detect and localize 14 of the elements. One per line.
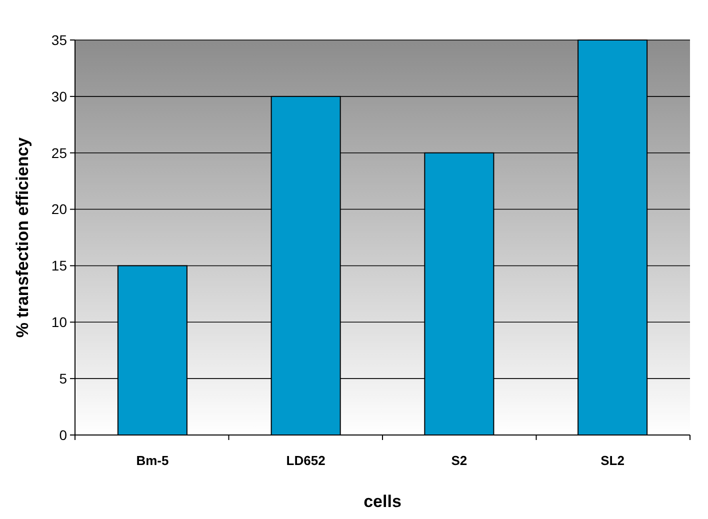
y-tick-label: 0 [59, 426, 68, 443]
y-tick-label: 35 [51, 32, 68, 48]
x-axis-title: cells [364, 492, 402, 511]
y-tick-label: 20 [51, 201, 68, 218]
y-tick-label: 5 [59, 370, 68, 386]
y-tick-label: 15 [51, 258, 68, 274]
y-tick-label: 30 [51, 88, 68, 104]
x-tick-label: SL2 [600, 453, 624, 468]
y-tick-label: 25 [51, 144, 68, 161]
y-tick-label: 10 [51, 314, 68, 330]
x-tick-label: Bm-5 [136, 453, 169, 468]
x-tick-label: S2 [451, 453, 468, 468]
y-axis-title: % transfection efficiency [13, 136, 32, 338]
x-tick-label: LD652 [286, 453, 326, 468]
